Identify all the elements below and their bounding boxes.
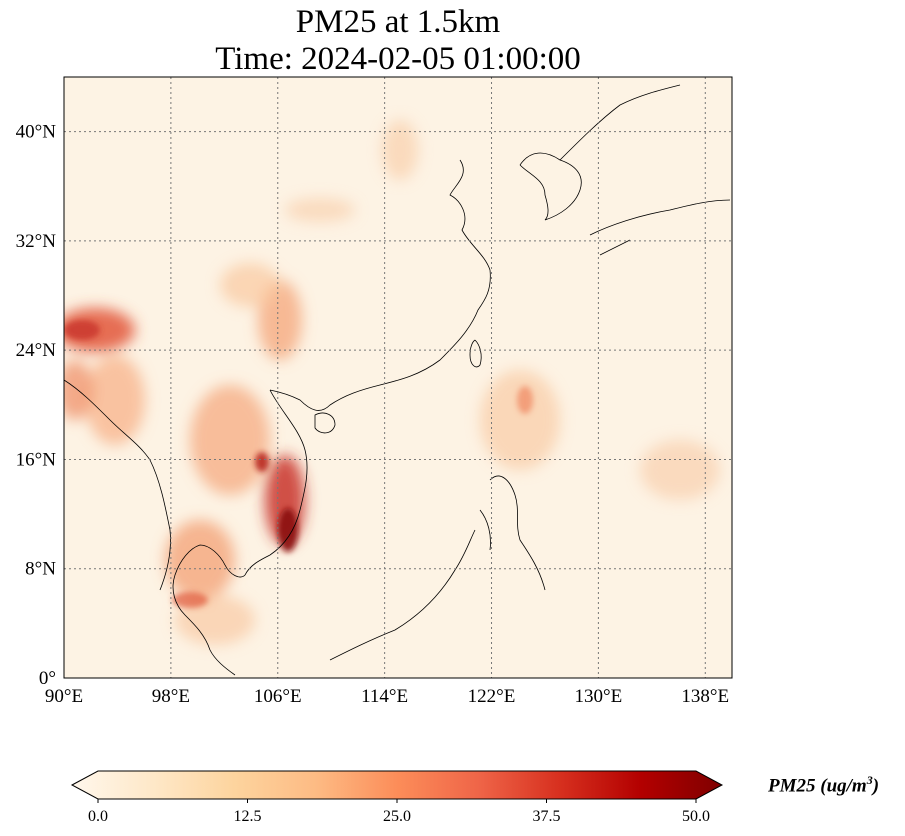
pollution-patch-laos bbox=[190, 385, 270, 495]
lat-tick-label: 8°N bbox=[25, 559, 56, 580]
lon-tick-label: 114°E bbox=[361, 686, 408, 707]
hotspot-thailand-south bbox=[172, 592, 208, 608]
coastline-philippines bbox=[479, 475, 546, 591]
lon-tick-label: 122°E bbox=[468, 686, 516, 707]
colorbar-tick-label: 50.0 bbox=[682, 808, 710, 825]
colorbar-ticks: 0.0 12.5 25.0 37.5 50.0 bbox=[88, 799, 710, 825]
coastlines bbox=[64, 84, 731, 676]
map-title-line1: PM25 at 1.5km bbox=[295, 4, 501, 40]
lon-tick-label: 106°E bbox=[254, 686, 302, 707]
colorbar-label-superscript: 3 bbox=[866, 773, 873, 787]
colorbar-label-suffix: ) bbox=[872, 775, 880, 797]
colorbar-label: PM25 (ug/m3) bbox=[768, 773, 879, 797]
coastline-borneo bbox=[329, 529, 476, 661]
hotspot-mekong bbox=[278, 508, 298, 552]
colorbar-tick-label: 12.5 bbox=[234, 808, 262, 825]
lat-tick-label: 32°N bbox=[16, 231, 57, 252]
coastline-japan bbox=[589, 199, 731, 256]
pollution-patch-pacific bbox=[640, 440, 720, 500]
hotspot-luzon bbox=[517, 386, 533, 414]
coastline-indochina bbox=[172, 389, 308, 676]
map-panel bbox=[63, 76, 733, 679]
coastline-russia bbox=[559, 84, 681, 161]
lat-tick-label: 40°N bbox=[16, 122, 57, 143]
coastline-korea bbox=[519, 152, 582, 221]
coastline-myanmar bbox=[64, 379, 171, 591]
colorbar-label-prefix: PM25 (ug/m bbox=[768, 775, 867, 797]
pollution-patch-thailand bbox=[165, 520, 235, 600]
coastline-hainan bbox=[314, 412, 336, 434]
lon-tick-label: 98°E bbox=[152, 686, 190, 707]
pollution-patch-yellow-sea bbox=[285, 198, 355, 222]
lon-tick-label: 90°E bbox=[45, 686, 83, 707]
lat-tick-label: 0° bbox=[39, 668, 56, 689]
pollution-patch-bangladesh bbox=[64, 360, 93, 420]
lat-tick-label: 24°N bbox=[16, 340, 57, 361]
map-title-line2: Time: 2024-02-05 01:00:00 bbox=[215, 41, 581, 77]
pollution-patch-philippines bbox=[480, 370, 560, 470]
latitude-tick-labels: 0° 8°N 16°N 24°N 32°N 40°N bbox=[16, 122, 57, 689]
colorbar-tick-label: 0.0 bbox=[88, 808, 108, 825]
colorbar-tick-label: 37.5 bbox=[533, 808, 561, 825]
map-frame bbox=[63, 76, 733, 679]
colorbar-body bbox=[70, 770, 724, 800]
longitude-tick-labels: 90°E 98°E 106°E 114°E 122°E 130°E 138°E bbox=[45, 686, 729, 707]
pm25-field bbox=[64, 120, 720, 645]
hotspot-assam bbox=[64, 320, 100, 340]
colorbar-tick-label: 25.0 bbox=[383, 808, 411, 825]
pollution-patch-sichuan bbox=[220, 263, 280, 307]
hotspot-vietnam-north bbox=[255, 452, 269, 472]
pollution-patch-myanmar bbox=[85, 355, 145, 445]
lat-tick-label: 16°N bbox=[16, 449, 57, 470]
colorbar: 0.0 12.5 25.0 37.5 50.0 bbox=[70, 770, 724, 825]
gridlines bbox=[64, 77, 732, 678]
coastline-china-east bbox=[269, 159, 491, 411]
pollution-patch-north bbox=[382, 120, 418, 180]
lon-tick-label: 138°E bbox=[681, 686, 729, 707]
lon-tick-label: 130°E bbox=[575, 686, 623, 707]
